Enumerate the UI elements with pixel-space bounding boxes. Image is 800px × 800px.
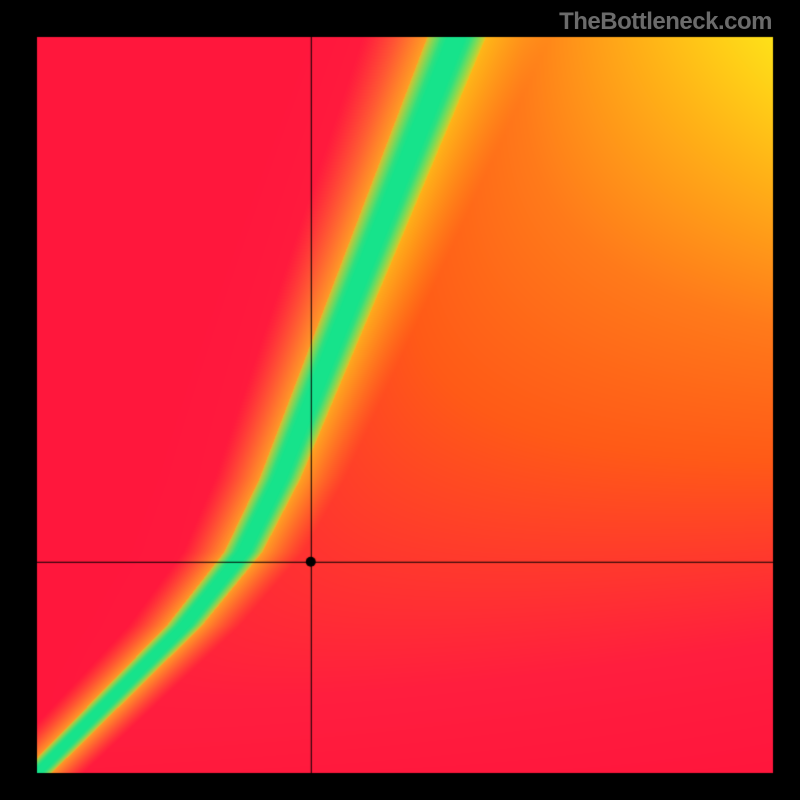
watermark-text: TheBottleneck.com bbox=[559, 8, 772, 36]
